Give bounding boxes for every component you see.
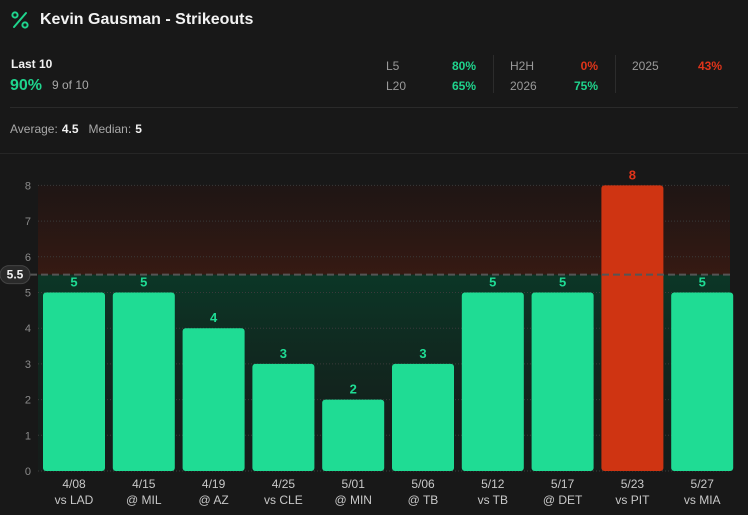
- section-divider: [10, 107, 738, 108]
- chart-divider: [0, 153, 748, 154]
- y-tick-label: 8: [25, 180, 31, 192]
- bar: [43, 292, 105, 471]
- bar-value-label: 4: [210, 310, 218, 325]
- split-label-l5: L5: [386, 59, 400, 73]
- x-tick-opponent: vs TB: [478, 493, 508, 507]
- x-tick-date: 4/25: [272, 477, 296, 491]
- last10-percent: 90%: [10, 77, 43, 94]
- y-tick-label: 2: [25, 395, 31, 407]
- x-tick-opponent: @ MIN: [334, 493, 372, 507]
- y-tick-label: 0: [25, 466, 31, 478]
- split-label-2026: 2026: [510, 79, 537, 93]
- bar: [252, 363, 315, 471]
- bar: [671, 292, 734, 471]
- split-label-2025: 2025: [632, 59, 659, 73]
- split-value-2026: 75%: [573, 79, 598, 93]
- bar-value-label: 5: [699, 275, 706, 290]
- average-label: Average:: [10, 122, 58, 136]
- bar: [182, 328, 245, 471]
- average-value: 4.5: [61, 122, 79, 136]
- median-value: 5: [135, 122, 142, 136]
- bar-value-label: 5: [559, 275, 566, 290]
- bar-value-label: 3: [280, 346, 287, 361]
- x-tick-opponent: @ AZ: [199, 493, 229, 507]
- split-label-h2h: H2H: [510, 59, 535, 73]
- x-tick-opponent: @ MIL: [126, 493, 162, 507]
- x-tick-date: 4/08: [62, 477, 86, 491]
- bar-value-label: 2: [350, 382, 357, 397]
- x-tick-date: 5/06: [411, 477, 435, 491]
- stats-divider: [493, 55, 494, 93]
- bar-value-label: 5: [140, 275, 147, 290]
- x-tick-date: 5/12: [481, 477, 505, 491]
- x-tick-date: 5/23: [621, 477, 645, 491]
- y-tick-label: 6: [25, 252, 31, 264]
- x-tick-opponent: vs CLE: [264, 493, 303, 507]
- bar-value-label: 8: [629, 167, 636, 182]
- bar-value-label: 5: [489, 275, 496, 290]
- y-tick-label: 1: [25, 430, 31, 442]
- last10-label: Last 10: [11, 57, 53, 71]
- page-title: Kevin Gausman - Strikeouts: [40, 11, 254, 28]
- y-tick-label: 5: [25, 288, 31, 300]
- x-tick-opponent: @ DET: [543, 493, 583, 507]
- x-tick-opponent: vs MIA: [684, 493, 721, 507]
- bar-chart: 0 1 2 3 4 5 6 7 8 5 4/08 vs LAD 5 4/15 @ MIL 4 4/19 @ AZ 3…: [0, 167, 734, 507]
- stats-divider: [615, 55, 616, 93]
- averages-row: Average: 4.5 Median: 5: [10, 122, 152, 136]
- x-tick-date: 5/01: [342, 477, 366, 491]
- split-value-2025: 43%: [697, 59, 722, 73]
- percent-icon: [11, 11, 29, 29]
- header: Kevin Gausman - Strikeouts: [0, 0, 748, 42]
- split-value-h2h: 0%: [580, 59, 598, 73]
- bar: [601, 185, 664, 471]
- y-tick-label: 3: [25, 359, 31, 371]
- split-value-l5: 80%: [451, 59, 476, 73]
- last10-count: 9 of 10: [52, 78, 89, 92]
- x-tick-date: 5/17: [551, 477, 575, 491]
- bar: [461, 292, 524, 471]
- y-tick-label: 7: [25, 216, 31, 228]
- split-value-l20: 65%: [451, 79, 476, 93]
- y-tick-label: 4: [25, 323, 31, 335]
- bar: [531, 292, 594, 471]
- split-label-l20: L20: [386, 79, 407, 93]
- x-tick-date: 5/27: [691, 477, 715, 491]
- median-label: Median:: [88, 122, 132, 136]
- x-tick-date: 4/19: [202, 477, 226, 491]
- bar-value-label: 3: [419, 346, 426, 361]
- x-tick-opponent: vs LAD: [55, 493, 94, 507]
- x-tick-date: 4/15: [132, 477, 156, 491]
- x-tick-opponent: vs PIT: [615, 493, 650, 507]
- bar-value-label: 5: [70, 275, 77, 290]
- bar: [392, 363, 454, 471]
- bar: [112, 292, 175, 471]
- threshold-label: 5.5: [7, 268, 24, 282]
- bar: [322, 399, 385, 471]
- x-tick-opponent: @ TB: [408, 493, 439, 507]
- summary-stats: Last 10 90% 9 of 10 L5 80% L20 65% H2H 0…: [0, 50, 748, 110]
- threshold-badge: [0, 265, 31, 285]
